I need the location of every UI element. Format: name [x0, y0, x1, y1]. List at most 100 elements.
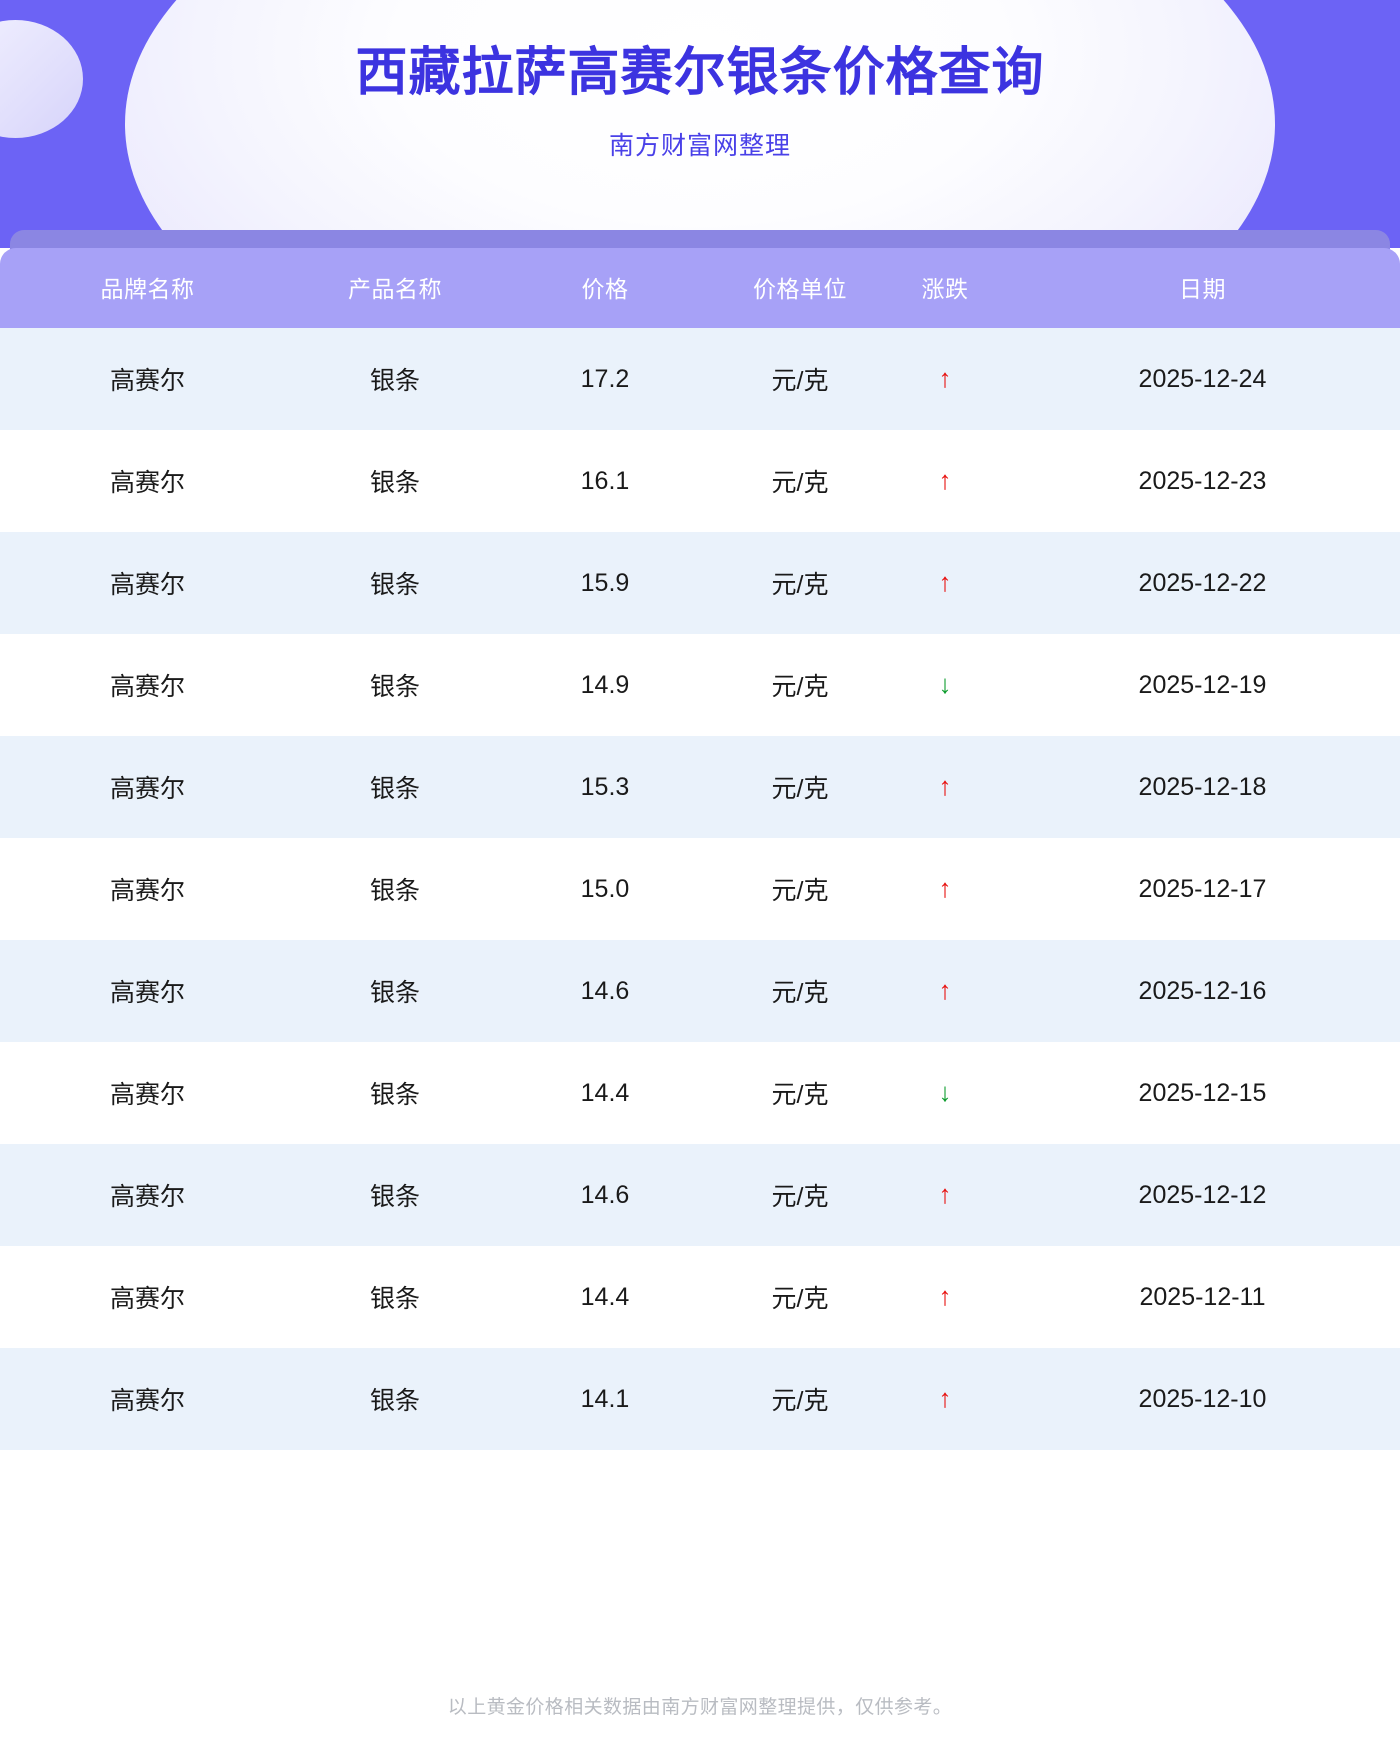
- cell-price: 14.4: [580, 1282, 630, 1311]
- cell-price: 14.9: [580, 670, 630, 699]
- arrow-down-icon: ↓: [938, 1076, 952, 1107]
- cell-change: ↑: [885, 532, 1005, 634]
- cell-date: 2025-12-24: [1138, 364, 1267, 393]
- cell-brand: 高赛尔: [109, 1081, 185, 1109]
- cell-change: ↑: [885, 1348, 1005, 1450]
- column-header-product[interactable]: 产品名称: [348, 276, 442, 302]
- table-row: 高赛尔 银条 14.9 元/克 ↓ 2025-12-19: [0, 634, 1400, 736]
- cell-date: 2025-12-15: [1138, 1078, 1267, 1107]
- arrow-up-icon: ↑: [938, 1382, 952, 1413]
- table-row: 高赛尔 银条 14.1 元/克 ↑ 2025-12-10: [0, 1348, 1400, 1450]
- arrow-up-icon: ↑: [938, 872, 952, 903]
- cell-date: 2025-12-12: [1138, 1180, 1267, 1209]
- cell-product: 银条: [369, 367, 420, 395]
- page-banner: 西藏拉萨高赛尔银条价格查询 南方财富网整理: [0, 0, 1400, 248]
- cell-product: 银条: [369, 979, 420, 1007]
- cell-product: 银条: [369, 469, 420, 497]
- banner-content: 西藏拉萨高赛尔银条价格查询 南方财富网整理: [0, 0, 1400, 248]
- cell-price: 14.6: [580, 976, 630, 1005]
- cell-brand: 高赛尔: [109, 469, 185, 497]
- cell-unit: 元/克: [771, 1285, 829, 1313]
- cell-change: ↑: [885, 430, 1005, 532]
- cell-change: ↑: [885, 736, 1005, 838]
- cell-brand: 高赛尔: [109, 877, 185, 905]
- banner-lens-decoration: [125, 0, 1275, 248]
- table-row: 高赛尔 银条 15.9 元/克 ↑ 2025-12-22: [0, 532, 1400, 634]
- cell-date: 2025-12-19: [1138, 670, 1267, 699]
- cell-price: 15.0: [580, 874, 630, 903]
- cell-date: 2025-12-16: [1138, 976, 1267, 1005]
- cell-unit: 元/克: [771, 367, 829, 395]
- table-row: 高赛尔 银条 14.6 元/克 ↑ 2025-12-12: [0, 1144, 1400, 1246]
- table-row: 高赛尔 银条 14.4 元/克 ↑ 2025-12-11: [0, 1246, 1400, 1348]
- column-header-change[interactable]: 涨跌: [921, 276, 969, 302]
- cell-date: 2025-12-10: [1138, 1384, 1267, 1413]
- cell-product: 银条: [369, 1183, 420, 1211]
- cell-change: ↓: [885, 1042, 1005, 1144]
- cell-product: 银条: [369, 775, 420, 803]
- arrow-up-icon: ↑: [938, 566, 952, 597]
- cell-unit: 元/克: [771, 979, 829, 1007]
- page-subtitle: 南方财富网整理: [608, 132, 791, 161]
- column-header-price[interactable]: 价格: [581, 276, 629, 302]
- cell-product: 银条: [369, 1285, 420, 1313]
- page-title: 西藏拉萨高赛尔银条价格查询: [355, 44, 1045, 102]
- price-table-container: 品牌名称 产品名称 价格 价格单位 涨跌 日期 高赛尔 银条 17.2 元/克 ↑ 202…: [0, 230, 1400, 1450]
- arrow-up-icon: ↑: [938, 464, 952, 495]
- cell-date: 2025-12-17: [1138, 874, 1267, 903]
- cell-change: ↑: [885, 838, 1005, 940]
- cell-price: 15.9: [580, 568, 630, 597]
- column-header-brand[interactable]: 品牌名称: [100, 276, 195, 302]
- cell-product: 银条: [369, 1387, 420, 1415]
- cell-date: 2025-12-18: [1138, 772, 1267, 801]
- table-row: 高赛尔 银条 15.0 元/克 ↑ 2025-12-17: [0, 838, 1400, 940]
- cell-unit: 元/克: [771, 1081, 829, 1109]
- column-header-date[interactable]: 日期: [1179, 276, 1226, 302]
- cell-price: 14.1: [580, 1384, 630, 1413]
- cell-price: 15.3: [580, 772, 630, 801]
- cell-brand: 高赛尔: [109, 1183, 185, 1211]
- cell-brand: 高赛尔: [109, 367, 185, 395]
- cell-price: 17.2: [580, 364, 630, 393]
- cell-product: 银条: [369, 877, 420, 905]
- cell-brand: 高赛尔: [109, 571, 185, 599]
- cell-change: ↑: [885, 1144, 1005, 1246]
- cell-brand: 高赛尔: [109, 673, 185, 701]
- table-header-shoulder: [10, 230, 1390, 260]
- cell-product: 银条: [369, 673, 420, 701]
- arrow-up-icon: ↑: [938, 362, 952, 393]
- table-row: 高赛尔 银条 17.2 元/克 ↑ 2025-12-24: [0, 328, 1400, 430]
- cell-change: ↑: [885, 940, 1005, 1042]
- cell-product: 银条: [369, 571, 420, 599]
- cell-change: ↓: [885, 634, 1005, 736]
- column-header-unit[interactable]: 价格单位: [753, 276, 847, 302]
- cell-date: 2025-12-22: [1138, 568, 1267, 597]
- table-body: 高赛尔 银条 17.2 元/克 ↑ 2025-12-24 高赛尔 银条 16.1 元/克 ↑ 2025…: [0, 328, 1400, 1450]
- table-row: 高赛尔 银条 14.4 元/克 ↓ 2025-12-15: [0, 1042, 1400, 1144]
- cell-brand: 高赛尔: [109, 979, 185, 1007]
- cell-product: 银条: [369, 1081, 420, 1109]
- cell-unit: 元/克: [771, 469, 829, 497]
- arrow-up-icon: ↑: [938, 1178, 952, 1209]
- footer-disclaimer: 以上黄金价格相关数据由南方财富网整理提供，仅供参考。: [447, 1697, 953, 1718]
- table-row: 高赛尔 银条 16.1 元/克 ↑ 2025-12-23: [0, 430, 1400, 532]
- arrow-down-icon: ↓: [938, 668, 952, 699]
- cell-unit: 元/克: [771, 877, 829, 905]
- cell-unit: 元/克: [771, 1183, 829, 1211]
- cell-brand: 高赛尔: [109, 1387, 185, 1415]
- cell-unit: 元/克: [771, 1387, 829, 1415]
- table-row: 高赛尔 银条 14.6 元/克 ↑ 2025-12-16: [0, 940, 1400, 1042]
- table-header-row: 品牌名称 产品名称 价格 价格单位 涨跌 日期: [0, 248, 1400, 328]
- cell-unit: 元/克: [771, 673, 829, 701]
- cell-price: 14.6: [580, 1180, 630, 1209]
- arrow-up-icon: ↑: [938, 974, 952, 1005]
- table-row: 高赛尔 银条 15.3 元/克 ↑ 2025-12-18: [0, 736, 1400, 838]
- cell-change: ↑: [885, 328, 1005, 430]
- cell-date: 2025-12-11: [1139, 1282, 1266, 1311]
- cell-change: ↑: [885, 1246, 1005, 1348]
- cell-brand: 高赛尔: [109, 775, 185, 803]
- cell-unit: 元/克: [771, 775, 829, 803]
- table-header: 品牌名称 产品名称 价格 价格单位 涨跌 日期: [0, 248, 1400, 328]
- cell-brand: 高赛尔: [109, 1285, 185, 1313]
